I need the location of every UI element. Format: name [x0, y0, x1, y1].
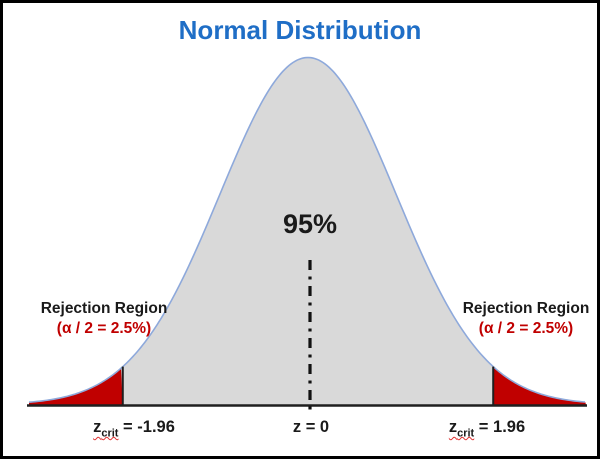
rejection-label-left: Rejection Region (α / 2 = 2.5%)	[41, 299, 168, 339]
rejection-label-right: Rejection Region (α / 2 = 2.5%)	[463, 299, 590, 339]
rejection-region-right	[493, 366, 586, 405]
axis-tick-label-zcrit-right: zcrit = 1.96	[448, 418, 526, 440]
rejection-label-right-alpha: (α / 2 = 2.5%)	[478, 320, 574, 337]
bell-curve-fill	[29, 57, 586, 405]
zcrit-symbol-left: zcrit	[93, 418, 119, 440]
chart-title: Normal Distribution	[178, 15, 422, 45]
axis-tick-label-zcrit-left: zcrit = -1.96	[93, 418, 175, 440]
bell-curve-outline	[28, 56, 586, 404]
zcrit-symbol-right: zcrit	[448, 418, 475, 440]
rejection-label-left-alpha: (α / 2 = 2.5%)	[56, 320, 152, 337]
normal-distribution-plot	[27, 56, 587, 413]
axis-tick-label-zero: z = 0	[292, 418, 330, 436]
rejection-region-left	[29, 368, 123, 405]
confidence-area-label: 95%	[282, 209, 338, 239]
rejection-label-right-title: Rejection Region	[462, 300, 590, 317]
rejection-label-left-title: Rejection Region	[40, 300, 168, 317]
